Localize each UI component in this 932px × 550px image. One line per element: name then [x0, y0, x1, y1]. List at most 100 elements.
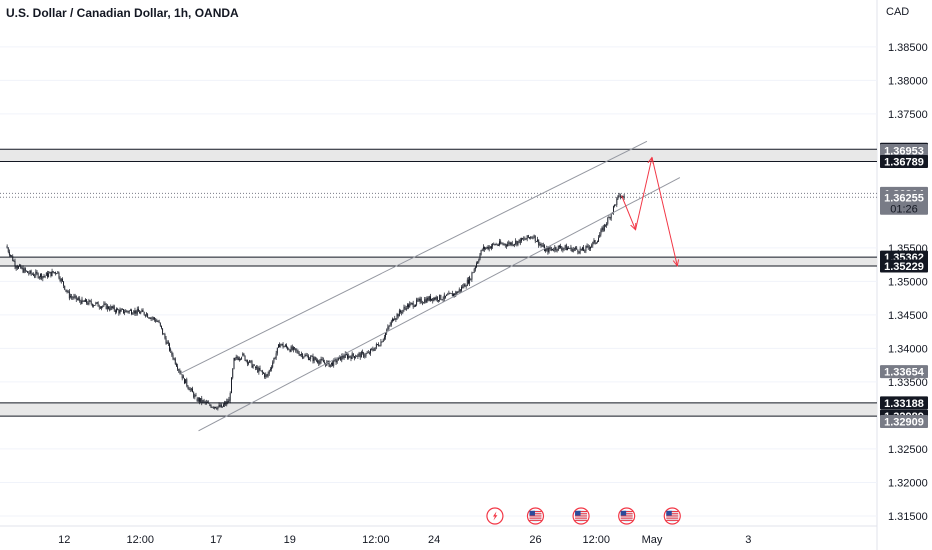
flag-stripe	[620, 515, 633, 517]
candle-body	[429, 296, 431, 301]
candle-body	[335, 359, 337, 363]
price-tag-label: 1.32909	[884, 417, 924, 429]
candle-body	[234, 357, 236, 361]
candle-body	[337, 357, 339, 361]
candle-body	[217, 406, 219, 409]
candle-body	[53, 272, 55, 274]
candle-body	[473, 269, 475, 273]
candle-body	[349, 355, 351, 357]
candle-body	[127, 311, 129, 313]
candle-body	[45, 272, 47, 276]
candle-body	[238, 358, 240, 360]
candle-body	[103, 303, 105, 306]
candle-body	[146, 313, 147, 315]
candle-body	[489, 246, 491, 249]
candle-body	[171, 351, 173, 355]
flag-stripe	[620, 519, 633, 521]
candle-body	[80, 300, 82, 304]
us-flag-event-icon	[526, 507, 545, 525]
candle-body	[612, 206, 614, 213]
candle-body	[436, 297, 438, 301]
candle-body	[529, 237, 530, 239]
candle-body	[353, 356, 355, 359]
price-tag: 1.32909	[880, 415, 928, 429]
price-tag: 1.36953	[880, 144, 928, 158]
flag-stripe	[529, 515, 542, 517]
candle-body	[463, 284, 465, 288]
candle-body	[585, 246, 587, 252]
candle-body	[47, 272, 48, 277]
candle-body	[411, 302, 413, 304]
candle-body	[289, 349, 291, 352]
candle-body	[509, 242, 511, 245]
candle-body	[61, 278, 63, 282]
candle-body	[368, 353, 370, 355]
candle-body	[213, 406, 215, 408]
candle-body	[144, 314, 146, 317]
candle-body	[328, 360, 330, 367]
candle-body	[617, 195, 619, 199]
candle-body	[315, 359, 317, 361]
candle-body	[74, 295, 76, 297]
candle-body	[519, 239, 521, 244]
candle-body	[363, 352, 365, 357]
candle-body	[553, 250, 555, 251]
candle-body	[155, 319, 157, 322]
candle-body	[412, 302, 414, 307]
candle-body	[23, 268, 25, 273]
candle-body	[499, 241, 500, 246]
candle-body	[82, 300, 84, 302]
candle-body	[284, 345, 286, 347]
candle-body	[295, 348, 297, 351]
candle-body	[575, 247, 576, 249]
candle-body	[249, 360, 251, 363]
candle-body	[157, 321, 159, 322]
candle-body	[172, 354, 174, 359]
candle-body	[588, 247, 590, 249]
candle-body	[487, 246, 489, 250]
candle-body	[466, 279, 468, 286]
flag-canton	[666, 510, 672, 516]
candle-body	[108, 306, 109, 309]
candle-body	[364, 355, 366, 357]
candle-body	[332, 362, 334, 366]
candle-body	[541, 245, 543, 247]
candle-body	[257, 367, 259, 373]
candle-body	[246, 360, 248, 364]
candle-body	[505, 245, 507, 247]
candle-body	[51, 271, 53, 277]
candle-body	[524, 238, 526, 240]
price-tag: 1.35229	[880, 259, 928, 273]
candle-body	[195, 395, 197, 397]
candle-body	[431, 298, 433, 301]
candle-body	[232, 368, 234, 378]
candle-body	[102, 305, 104, 307]
flag-stripe	[620, 511, 633, 513]
candle-body	[379, 345, 381, 347]
projection-arrow	[635, 157, 652, 230]
candle-body	[488, 246, 490, 250]
candle-body	[619, 195, 621, 198]
candle-body	[594, 240, 596, 244]
candle-body	[446, 294, 448, 296]
y-tick-label: 1.31500	[888, 511, 928, 523]
candle-body	[623, 196, 625, 198]
candle-body	[175, 363, 177, 367]
candle-body	[440, 294, 442, 300]
candle-body	[358, 353, 360, 355]
candle-body	[465, 285, 467, 287]
candle-body	[233, 357, 235, 369]
candle-body	[75, 295, 77, 300]
candle-body	[274, 358, 276, 359]
candle-body	[27, 271, 29, 273]
candle-body	[555, 247, 557, 250]
candle-body	[388, 325, 390, 327]
candle-body	[218, 404, 220, 407]
candle-body	[181, 374, 183, 379]
candle-body	[271, 367, 272, 370]
candle-body	[435, 297, 437, 300]
candle-body	[535, 241, 537, 242]
candle-body	[19, 265, 21, 267]
candle-body	[410, 303, 412, 304]
